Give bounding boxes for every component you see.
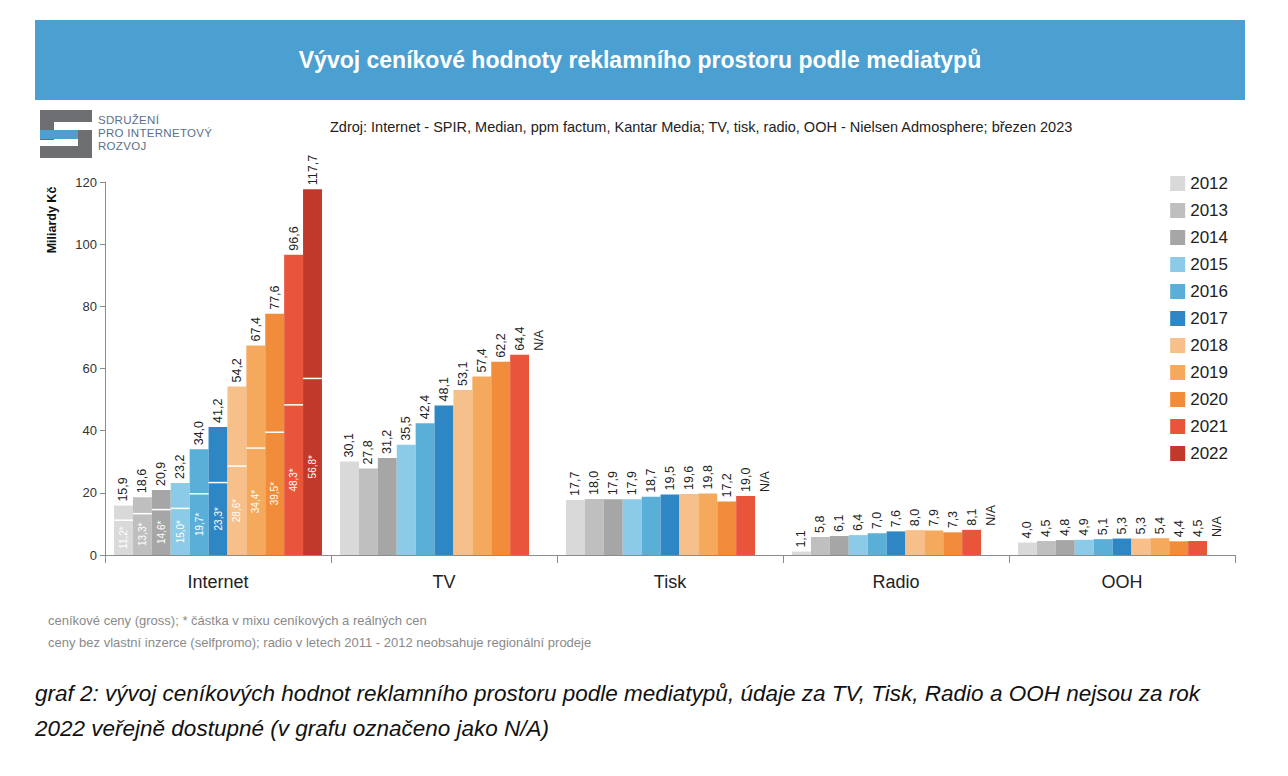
svg-text:96,6: 96,6 [287, 226, 301, 250]
svg-text:N/A: N/A [758, 470, 772, 492]
svg-text:Miliardy Kč: Miliardy Kč [45, 187, 59, 254]
svg-text:4,8: 4,8 [1058, 519, 1072, 536]
svg-text:Tisk: Tisk [654, 572, 687, 592]
svg-text:6,1: 6,1 [832, 515, 846, 532]
svg-text:2012: 2012 [1190, 174, 1228, 193]
svg-text:5,8: 5,8 [813, 516, 827, 533]
svg-text:23,2: 23,2 [173, 455, 187, 479]
svg-text:N/A: N/A [984, 504, 998, 526]
svg-text:48,1: 48,1 [437, 377, 451, 401]
svg-text:56,8*: 56,8* [307, 455, 318, 478]
svg-text:60: 60 [83, 361, 97, 376]
html-text:SDRUŽENÍ: SDRUŽENÍ [98, 114, 160, 126]
svg-text:80: 80 [83, 299, 97, 314]
svg-text:34,0: 34,0 [192, 421, 206, 445]
svg-text:18,6: 18,6 [135, 469, 149, 493]
svg-text:2014: 2014 [1190, 228, 1228, 247]
svg-text:18,0: 18,0 [587, 471, 601, 495]
svg-text:39,5*: 39,5* [269, 482, 280, 505]
svg-text:2018: 2018 [1190, 336, 1228, 355]
svg-text:Internet: Internet [187, 572, 248, 592]
svg-text:7,6: 7,6 [889, 510, 903, 527]
svg-text:77,6: 77,6 [268, 285, 282, 309]
svg-text:17,2: 17,2 [720, 473, 734, 497]
svg-text:19,5: 19,5 [663, 466, 677, 490]
svg-text:42,4: 42,4 [418, 395, 432, 419]
svg-text:20: 20 [83, 485, 97, 500]
svg-text:7,0: 7,0 [870, 512, 884, 529]
svg-text:19,0: 19,0 [739, 468, 753, 492]
svg-text:23,3*: 23,3* [213, 507, 224, 530]
svg-text:2016: 2016 [1190, 282, 1228, 301]
svg-text:2022: 2022 [1190, 444, 1228, 463]
svg-text:8,1: 8,1 [965, 508, 979, 525]
svg-text:53,1: 53,1 [456, 362, 470, 386]
svg-text:67,4: 67,4 [249, 317, 263, 341]
svg-text:N/A: N/A [532, 329, 546, 351]
svg-text:62,2: 62,2 [494, 333, 508, 357]
svg-text:11,2*: 11,2* [118, 526, 129, 549]
svg-text:57,4: 57,4 [475, 348, 489, 372]
svg-text:4,5: 4,5 [1039, 520, 1053, 537]
svg-text:Radio: Radio [872, 572, 919, 592]
svg-text:14,6*: 14,6* [156, 521, 167, 544]
svg-text:2017: 2017 [1190, 309, 1228, 328]
svg-text:54,2: 54,2 [230, 358, 244, 382]
svg-text:19,6: 19,6 [682, 466, 696, 490]
svg-text:OOH: OOH [1101, 572, 1142, 592]
svg-text:64,4: 64,4 [513, 326, 527, 350]
html-text:ceny bez vlastní inzerce (self: ceny bez vlastní inzerce (selfpromo); ra… [48, 635, 592, 650]
svg-text:48,3*: 48,3* [288, 468, 299, 491]
svg-text:5,3: 5,3 [1115, 517, 1129, 534]
svg-text:117,7: 117,7 [306, 155, 320, 185]
svg-text:2015: 2015 [1190, 255, 1228, 274]
svg-text:34,4*: 34,4* [250, 490, 261, 513]
svg-text:20,9: 20,9 [154, 462, 168, 486]
svg-text:4,4: 4,4 [1172, 520, 1186, 537]
html-text:ROZVOJ: ROZVOJ [98, 140, 147, 152]
html-text:graf 2: vývoj ceníkových hodno: graf 2: vývoj ceníkových hodnot reklamní… [35, 681, 1200, 741]
svg-text:4,0: 4,0 [1020, 521, 1034, 538]
svg-text:17,9: 17,9 [625, 471, 639, 495]
svg-text:40: 40 [83, 423, 97, 438]
svg-text:15,0*: 15,0* [175, 520, 186, 543]
svg-text:13,3*: 13,3* [137, 523, 148, 546]
svg-text:120: 120 [75, 175, 97, 190]
svg-text:17,7: 17,7 [568, 472, 582, 496]
svg-text:31,2: 31,2 [380, 430, 394, 454]
svg-text:5,1: 5,1 [1096, 518, 1110, 535]
svg-text:TV: TV [432, 572, 455, 592]
svg-text:19,8: 19,8 [701, 465, 715, 489]
html-text:Zdroj: Internet - SPIR, Median: Zdroj: Internet - SPIR, Median, ppm fact… [330, 119, 1073, 135]
svg-text:4,9: 4,9 [1077, 518, 1091, 535]
svg-text:30,1: 30,1 [342, 433, 356, 457]
svg-text:1,1: 1,1 [794, 530, 808, 547]
svg-text:5,4: 5,4 [1153, 517, 1167, 534]
svg-text:7,3: 7,3 [946, 511, 960, 528]
svg-text:17,9: 17,9 [606, 471, 620, 495]
svg-text:35,5: 35,5 [399, 416, 413, 440]
html-text:PRO INTERNETOVÝ: PRO INTERNETOVÝ [98, 127, 213, 139]
svg-text:6,4: 6,4 [851, 514, 865, 531]
svg-text:N/A: N/A [1210, 516, 1224, 538]
svg-text:100: 100 [75, 237, 97, 252]
svg-text:2021: 2021 [1190, 417, 1228, 436]
html-text:ceníkové ceny (gross); * částk: ceníkové ceny (gross); * částka v mixu c… [48, 613, 427, 628]
svg-text:18,7: 18,7 [644, 468, 658, 492]
svg-text:4,5: 4,5 [1191, 520, 1205, 537]
svg-text:0: 0 [90, 548, 97, 563]
svg-text:2019: 2019 [1190, 363, 1228, 382]
svg-text:2013: 2013 [1190, 201, 1228, 220]
svg-text:2020: 2020 [1190, 390, 1228, 409]
svg-text:19,7*: 19,7* [194, 513, 205, 536]
svg-text:5,3: 5,3 [1134, 517, 1148, 534]
svg-text:8,0: 8,0 [908, 509, 922, 526]
svg-text:41,2: 41,2 [211, 399, 225, 423]
html-text:Vývoj ceníkové hodnoty reklamn: Vývoj ceníkové hodnoty reklamního prosto… [298, 46, 982, 73]
svg-text:7,9: 7,9 [927, 509, 941, 526]
svg-text:27,8: 27,8 [361, 440, 375, 464]
svg-text:28,6*: 28,6* [231, 499, 242, 522]
svg-text:15,9: 15,9 [116, 477, 130, 501]
